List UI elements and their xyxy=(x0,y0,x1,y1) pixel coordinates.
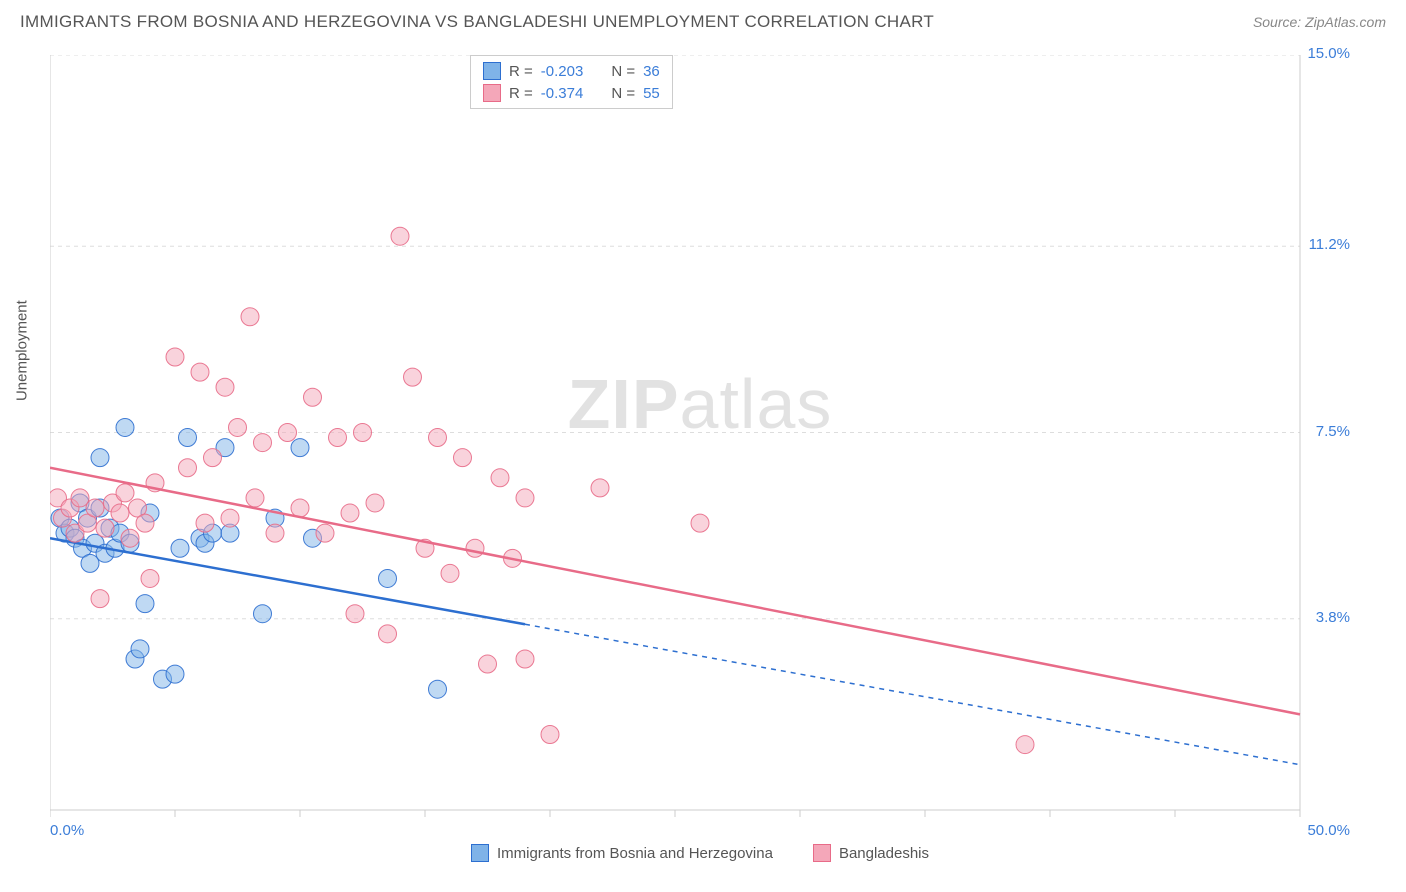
r-label: R = xyxy=(509,63,533,80)
n-value: 55 xyxy=(643,85,660,102)
corr-legend-row: R = -0.374 N = 55 xyxy=(483,82,660,104)
legend-label: Bangladeshis xyxy=(839,845,929,862)
corr-legend-row: R = -0.203 N = 36 xyxy=(483,60,660,82)
chart-title: IMMIGRANTS FROM BOSNIA AND HERZEGOVINA V… xyxy=(20,12,934,32)
y-tick-label: 11.2% xyxy=(1309,236,1350,253)
n-label: N = xyxy=(611,63,635,80)
legend-item: Bangladeshis xyxy=(813,844,929,862)
title-bar: IMMIGRANTS FROM BOSNIA AND HERZEGOVINA V… xyxy=(0,0,1406,40)
y-tick-label: 15.0% xyxy=(1307,45,1350,62)
legend-swatch xyxy=(483,84,501,102)
legend-swatch xyxy=(471,844,489,862)
legend-label: Immigrants from Bosnia and Herzegovina xyxy=(497,845,773,862)
y-tick-label: 7.5% xyxy=(1316,423,1350,440)
n-label: N = xyxy=(611,85,635,102)
y-axis-label: Unemployment xyxy=(14,300,31,401)
r-value: -0.374 xyxy=(541,85,584,102)
legend-swatch xyxy=(813,844,831,862)
source-label: Source: ZipAtlas.com xyxy=(1253,14,1386,30)
r-value: -0.203 xyxy=(541,63,584,80)
y-tick-label: 3.8% xyxy=(1316,609,1350,626)
x-tick-label: 0.0% xyxy=(50,822,84,839)
n-value: 36 xyxy=(643,63,660,80)
series-legend: Immigrants from Bosnia and Herzegovina Ba… xyxy=(50,844,1350,862)
scatter-plot xyxy=(50,55,1350,830)
legend-item: Immigrants from Bosnia and Herzegovina xyxy=(471,844,773,862)
correlation-legend: R = -0.203 N = 36 R = -0.374 N = 55 xyxy=(470,55,673,109)
legend-swatch xyxy=(483,62,501,80)
x-tick-label: 50.0% xyxy=(1307,822,1350,839)
chart-area: Unemployment ZIPatlas R =-0.203N =36R =-… xyxy=(50,55,1350,830)
r-label: R = xyxy=(509,85,533,102)
